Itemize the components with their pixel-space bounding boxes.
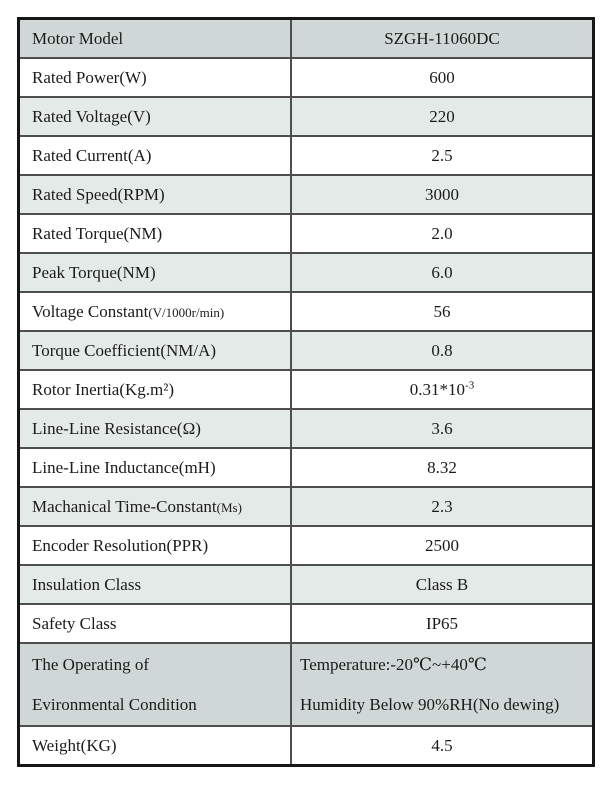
spec-value-cell: Temperature:-20℃~+40℃ Humidity Below 90%R…: [290, 642, 595, 727]
table-row: Voltage Constant(V/1000r/min) 56: [17, 291, 595, 332]
row-label: Voltage Constant: [32, 301, 149, 321]
row-value: 6.0: [431, 262, 453, 282]
row-label: Rated Speed(RPM): [32, 184, 165, 204]
spec-value-cell: 8.32: [290, 447, 595, 488]
row-label: Machanical Time-Constant: [32, 496, 217, 516]
spec-value-cell: 4.5: [290, 725, 595, 767]
row-value: 2.5: [431, 145, 453, 165]
spec-value-cell: IP65: [290, 603, 595, 644]
row-label-unit: (V/1000r/min): [148, 304, 225, 320]
spec-label-cell: Insulation Class: [17, 564, 292, 605]
row-value: 0.31*10: [409, 379, 466, 399]
spec-value-cell: 56: [290, 291, 595, 332]
row-label: Rated Power(W): [32, 67, 147, 87]
spec-value-cell: 2.0: [290, 213, 595, 254]
spec-value-cell: 0.31*10-3: [290, 369, 595, 410]
table-row: Torque Coefficient(NM/A) 0.8: [17, 330, 595, 371]
spec-value-cell: 2.5: [290, 135, 595, 176]
row-value: 0.8: [431, 340, 453, 360]
row-value: 2.3: [431, 496, 453, 516]
row-value: IP65: [425, 613, 459, 633]
condition-label-line: The Operating of: [32, 654, 150, 674]
row-label: Insulation Class: [32, 574, 142, 594]
table-row: Weight(KG) 4.5: [17, 725, 595, 767]
spec-value-cell: 3.6: [290, 408, 595, 449]
row-label: Motor Model: [32, 28, 124, 48]
table-row: Rotor Inertia(Kg.m²) 0.31*10-3: [17, 369, 595, 410]
spec-label-cell: Voltage Constant(V/1000r/min): [17, 291, 292, 332]
row-label: Line-Line Inductance(mH): [32, 457, 216, 477]
table-row: Peak Torque(NM) 6.0: [17, 252, 595, 293]
table-row: Rated Voltage(V) 220: [17, 96, 595, 137]
table-row: Rated Speed(RPM) 3000: [17, 174, 595, 215]
row-label: Rated Voltage(V): [32, 106, 151, 126]
row-label: Rated Torque(NM): [32, 223, 163, 243]
spec-rows-body: Motor Model SZGH-11060DC Rated Power(W) 600…: [17, 17, 595, 767]
spec-label-cell: Line-Line Inductance(mH): [17, 447, 292, 488]
table-row: Rated Current(A) 2.5: [17, 135, 595, 176]
spec-label-cell: Line-Line Resistance(Ω): [17, 408, 292, 449]
table-row: The Operating of Evironmental Condition Te…: [17, 642, 595, 727]
row-value: 3000: [425, 184, 459, 204]
row-value: Class B: [415, 574, 469, 594]
table-row: Encoder Resolution(PPR) 2500: [17, 525, 595, 566]
table-row: Insulation Class Class B: [17, 564, 595, 605]
row-value: 8.32: [427, 457, 457, 477]
spec-label-cell: Encoder Resolution(PPR): [17, 525, 292, 566]
spec-value-cell: SZGH-11060DC: [290, 17, 595, 59]
row-value: 3.6: [431, 418, 453, 438]
row-value: 2500: [425, 535, 459, 555]
row-label: Weight(KG): [32, 735, 117, 755]
row-label-unit: (Ms): [216, 499, 242, 515]
spec-label-cell: The Operating of Evironmental Condition: [17, 642, 292, 727]
spec-value-cell: 2.3: [290, 486, 595, 527]
table-row: Line-Line Resistance(Ω) 3.6: [17, 408, 595, 449]
spec-label-cell: Torque Coefficient(NM/A): [17, 330, 292, 371]
spec-label-cell: Peak Torque(NM): [17, 252, 292, 293]
row-value: SZGH-11060DC: [384, 28, 500, 48]
row-value: 4.5: [431, 735, 453, 755]
row-label: Rated Current(A): [32, 145, 152, 165]
spec-value-cell: 2500: [290, 525, 595, 566]
spec-label-cell: Safety Class: [17, 603, 292, 644]
condition-label-line: Evironmental Condition: [32, 694, 197, 714]
row-label: Peak Torque(NM): [32, 262, 156, 282]
spec-label-cell: Rated Voltage(V): [17, 96, 292, 137]
row-label: Encoder Resolution(PPR): [32, 535, 209, 555]
row-label: Safety Class: [32, 613, 117, 633]
spec-label-cell: Motor Model: [17, 17, 292, 59]
spec-value-cell: 3000: [290, 174, 595, 215]
row-label: Line-Line Resistance(Ω): [32, 418, 201, 438]
spec-value-cell: 0.8: [290, 330, 595, 371]
row-value: 600: [429, 67, 455, 87]
spec-value-cell: 6.0: [290, 252, 595, 293]
spec-value-cell: Class B: [290, 564, 595, 605]
table-row: Machanical Time-Constant(Ms) 2.3: [17, 486, 595, 527]
row-value: 220: [429, 106, 455, 126]
row-value-exponent: -3: [465, 378, 475, 391]
table-row: Safety Class IP65: [17, 603, 595, 644]
row-value: 56: [433, 301, 451, 321]
row-value: 2.0: [431, 223, 453, 243]
spec-label-cell: Rated Current(A): [17, 135, 292, 176]
table-row: Line-Line Inductance(mH) 8.32: [17, 447, 595, 488]
table-row: Rated Power(W) 600: [17, 57, 595, 98]
spec-label-cell: Weight(KG): [17, 725, 292, 767]
spec-value-cell: 220: [290, 96, 595, 137]
spec-value-cell: 600: [290, 57, 595, 98]
spec-label-cell: Machanical Time-Constant(Ms): [17, 486, 292, 527]
table-row: Motor Model SZGH-11060DC: [17, 17, 595, 59]
spec-label-cell: Rated Torque(NM): [17, 213, 292, 254]
row-label: Torque Coefficient(NM/A): [32, 340, 217, 360]
spec-label-cell: Rated Speed(RPM): [17, 174, 292, 215]
condition-value-line: Humidity Below 90%RH(No dewing): [300, 694, 560, 714]
table-row: Rated Torque(NM) 2.0: [17, 213, 595, 254]
spec-label-cell: Rotor Inertia(Kg.m²): [17, 369, 292, 410]
motor-spec-table: Motor Model SZGH-11060DC Rated Power(W) 600…: [17, 17, 595, 767]
condition-value-line: Temperature:-20℃~+40℃: [300, 654, 487, 674]
row-label: Rotor Inertia(Kg.m²): [32, 379, 175, 399]
spec-label-cell: Rated Power(W): [17, 57, 292, 98]
